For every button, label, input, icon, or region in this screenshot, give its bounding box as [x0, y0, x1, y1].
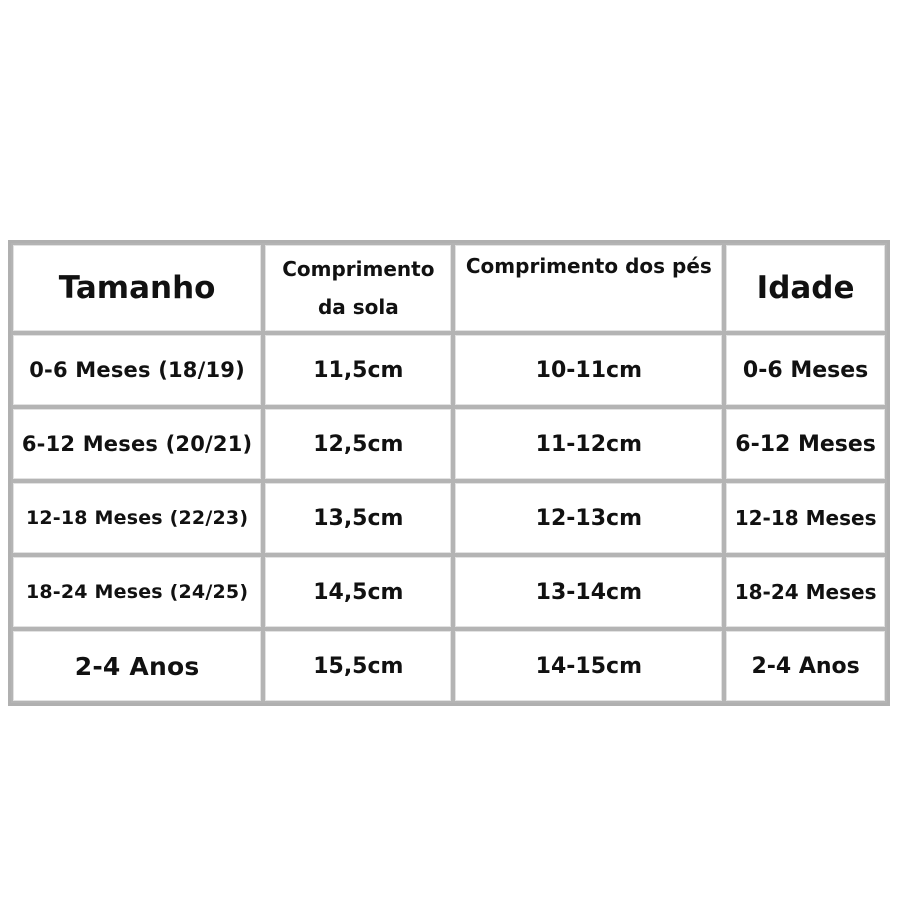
- cell-age: 2-4 Anos: [724, 629, 887, 703]
- table-row: 0-6 Meses (18/19) 11,5cm 10-11cm 0-6 Mes…: [11, 333, 887, 407]
- cell-sole-length: 14,5cm: [263, 555, 454, 629]
- cell-sole-length: 15,5cm: [263, 629, 454, 703]
- cell-foot-length: 14-15cm: [453, 629, 725, 703]
- header-tamanho: Tamanho: [11, 243, 264, 333]
- cell-size: 18-24 Meses (24/25): [11, 555, 264, 629]
- cell-foot-length: 11-12cm: [453, 407, 725, 481]
- header-idade: Idade: [724, 243, 887, 333]
- header-comprimento-sola: Comprimento da sola: [263, 243, 454, 333]
- cell-age: 0-6 Meses: [724, 333, 887, 407]
- cell-sole-length: 12,5cm: [263, 407, 454, 481]
- cell-age: 12-18 Meses: [724, 481, 887, 555]
- cell-size: 0-6 Meses (18/19): [11, 333, 264, 407]
- cell-size: 6-12 Meses (20/21): [11, 407, 264, 481]
- table-row: 6-12 Meses (20/21) 12,5cm 11-12cm 6-12 M…: [11, 407, 887, 481]
- cell-age: 18-24 Meses: [724, 555, 887, 629]
- size-chart-table: Tamanho Comprimento da sola Comprimento …: [8, 240, 890, 706]
- table-row: 2-4 Anos 15,5cm 14-15cm 2-4 Anos: [11, 629, 887, 703]
- cell-sole-length: 13,5cm: [263, 481, 454, 555]
- cell-size: 12-18 Meses (22/23): [11, 481, 264, 555]
- cell-size: 2-4 Anos: [11, 629, 264, 703]
- cell-foot-length: 10-11cm: [453, 333, 725, 407]
- header-row: Tamanho Comprimento da sola Comprimento …: [11, 243, 887, 333]
- table-row: 12-18 Meses (22/23) 13,5cm 12-13cm 12-18…: [11, 481, 887, 555]
- cell-foot-length: 13-14cm: [453, 555, 725, 629]
- header-comprimento-pes: Comprimento dos pés: [453, 243, 725, 333]
- table-row: 18-24 Meses (24/25) 14,5cm 13-14cm 18-24…: [11, 555, 887, 629]
- cell-foot-length: 12-13cm: [453, 481, 725, 555]
- cell-sole-length: 11,5cm: [263, 333, 454, 407]
- cell-age: 6-12 Meses: [724, 407, 887, 481]
